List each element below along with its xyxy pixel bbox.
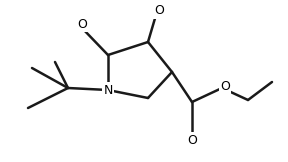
Text: N: N: [103, 83, 113, 97]
Text: O: O: [220, 80, 230, 93]
Text: O: O: [154, 5, 164, 17]
Text: O: O: [77, 17, 87, 30]
Text: O: O: [187, 133, 197, 146]
